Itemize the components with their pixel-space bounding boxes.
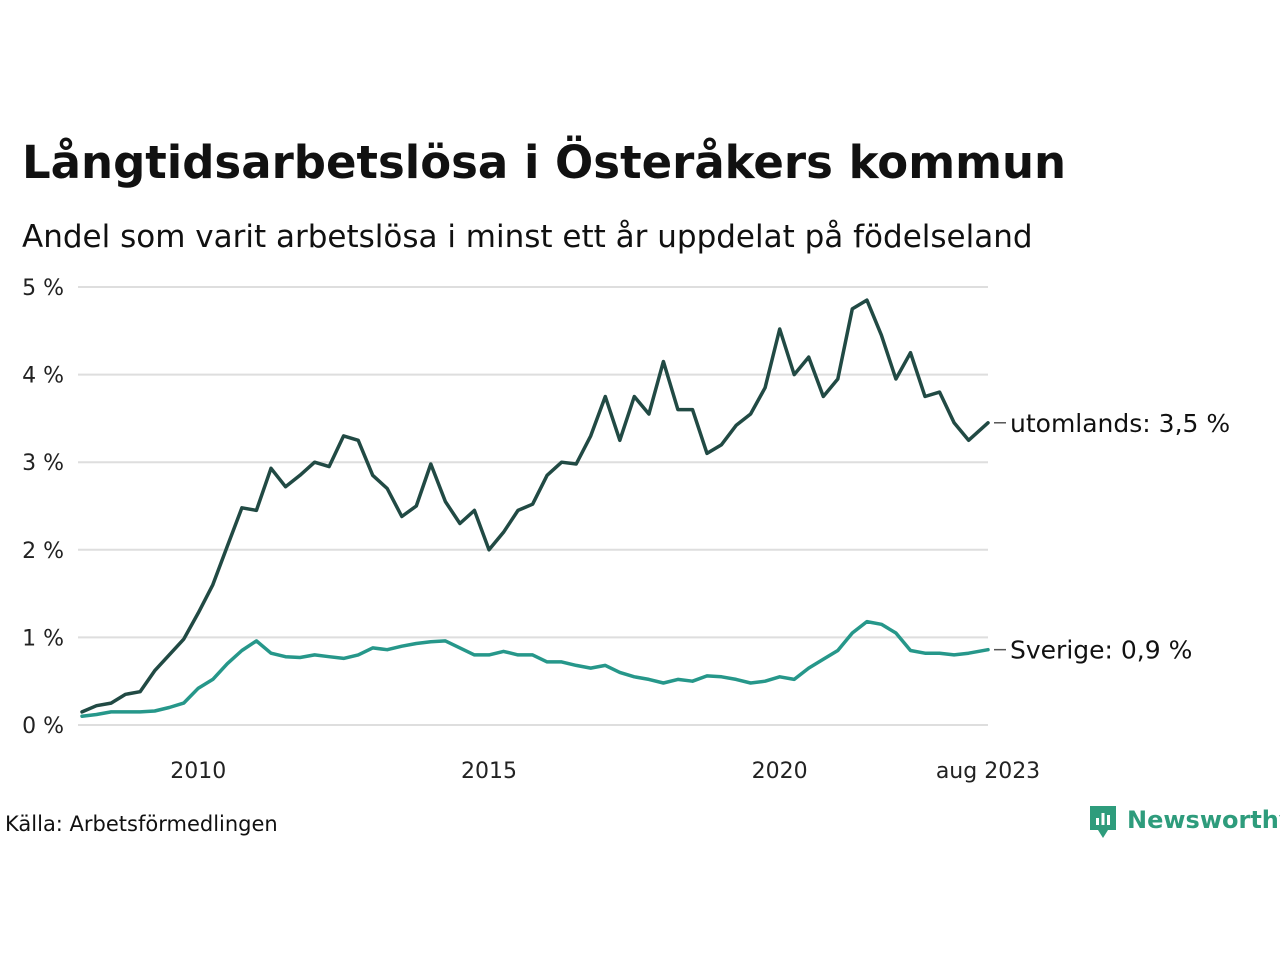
y-axis-tick-labels: 0 % 1 % 2 % 3 % 4 % 5 % — [22, 276, 64, 739]
newsworthy-logo[interactable]: Newsworthy — [1090, 806, 1280, 838]
y-tick-label: 1 % — [22, 626, 64, 651]
source-note: Källa: Arbetsförmedlingen — [5, 812, 278, 836]
newsworthy-logo-icon — [1090, 806, 1116, 838]
end-label-sverige: Sverige: 0,9 % — [1010, 636, 1192, 665]
series-end-labels: utomlands: 3,5 % Sverige: 0,9 % — [994, 409, 1230, 665]
x-tick-label: 2010 — [170, 759, 226, 784]
end-label-utomlands: utomlands: 3,5 % — [1010, 409, 1230, 438]
series-lines — [80, 298, 990, 718]
series-line-utomlands — [80, 298, 990, 714]
y-tick-label: 5 % — [22, 276, 64, 301]
x-axis-tick-labels: 2010 2015 2020 aug 2023 — [170, 759, 1040, 784]
gridlines — [78, 286, 988, 726]
x-tick-label: 2015 — [461, 759, 517, 784]
series-line-sverige — [80, 619, 990, 718]
y-tick-label: 3 % — [22, 451, 64, 476]
y-tick-label: 4 % — [22, 364, 64, 389]
x-tick-label: aug 2023 — [936, 759, 1040, 784]
chart-subtitle: Andel som varit arbetslösa i minst ett å… — [22, 219, 1033, 255]
newsworthy-brand-name: Newsworthy — [1127, 806, 1280, 834]
chart-title: Långtidsarbetslösa i Österåkers kommun — [22, 136, 1066, 189]
y-tick-label: 2 % — [22, 539, 64, 564]
x-tick-label: 2020 — [752, 759, 808, 784]
y-tick-label: 0 % — [22, 714, 64, 739]
